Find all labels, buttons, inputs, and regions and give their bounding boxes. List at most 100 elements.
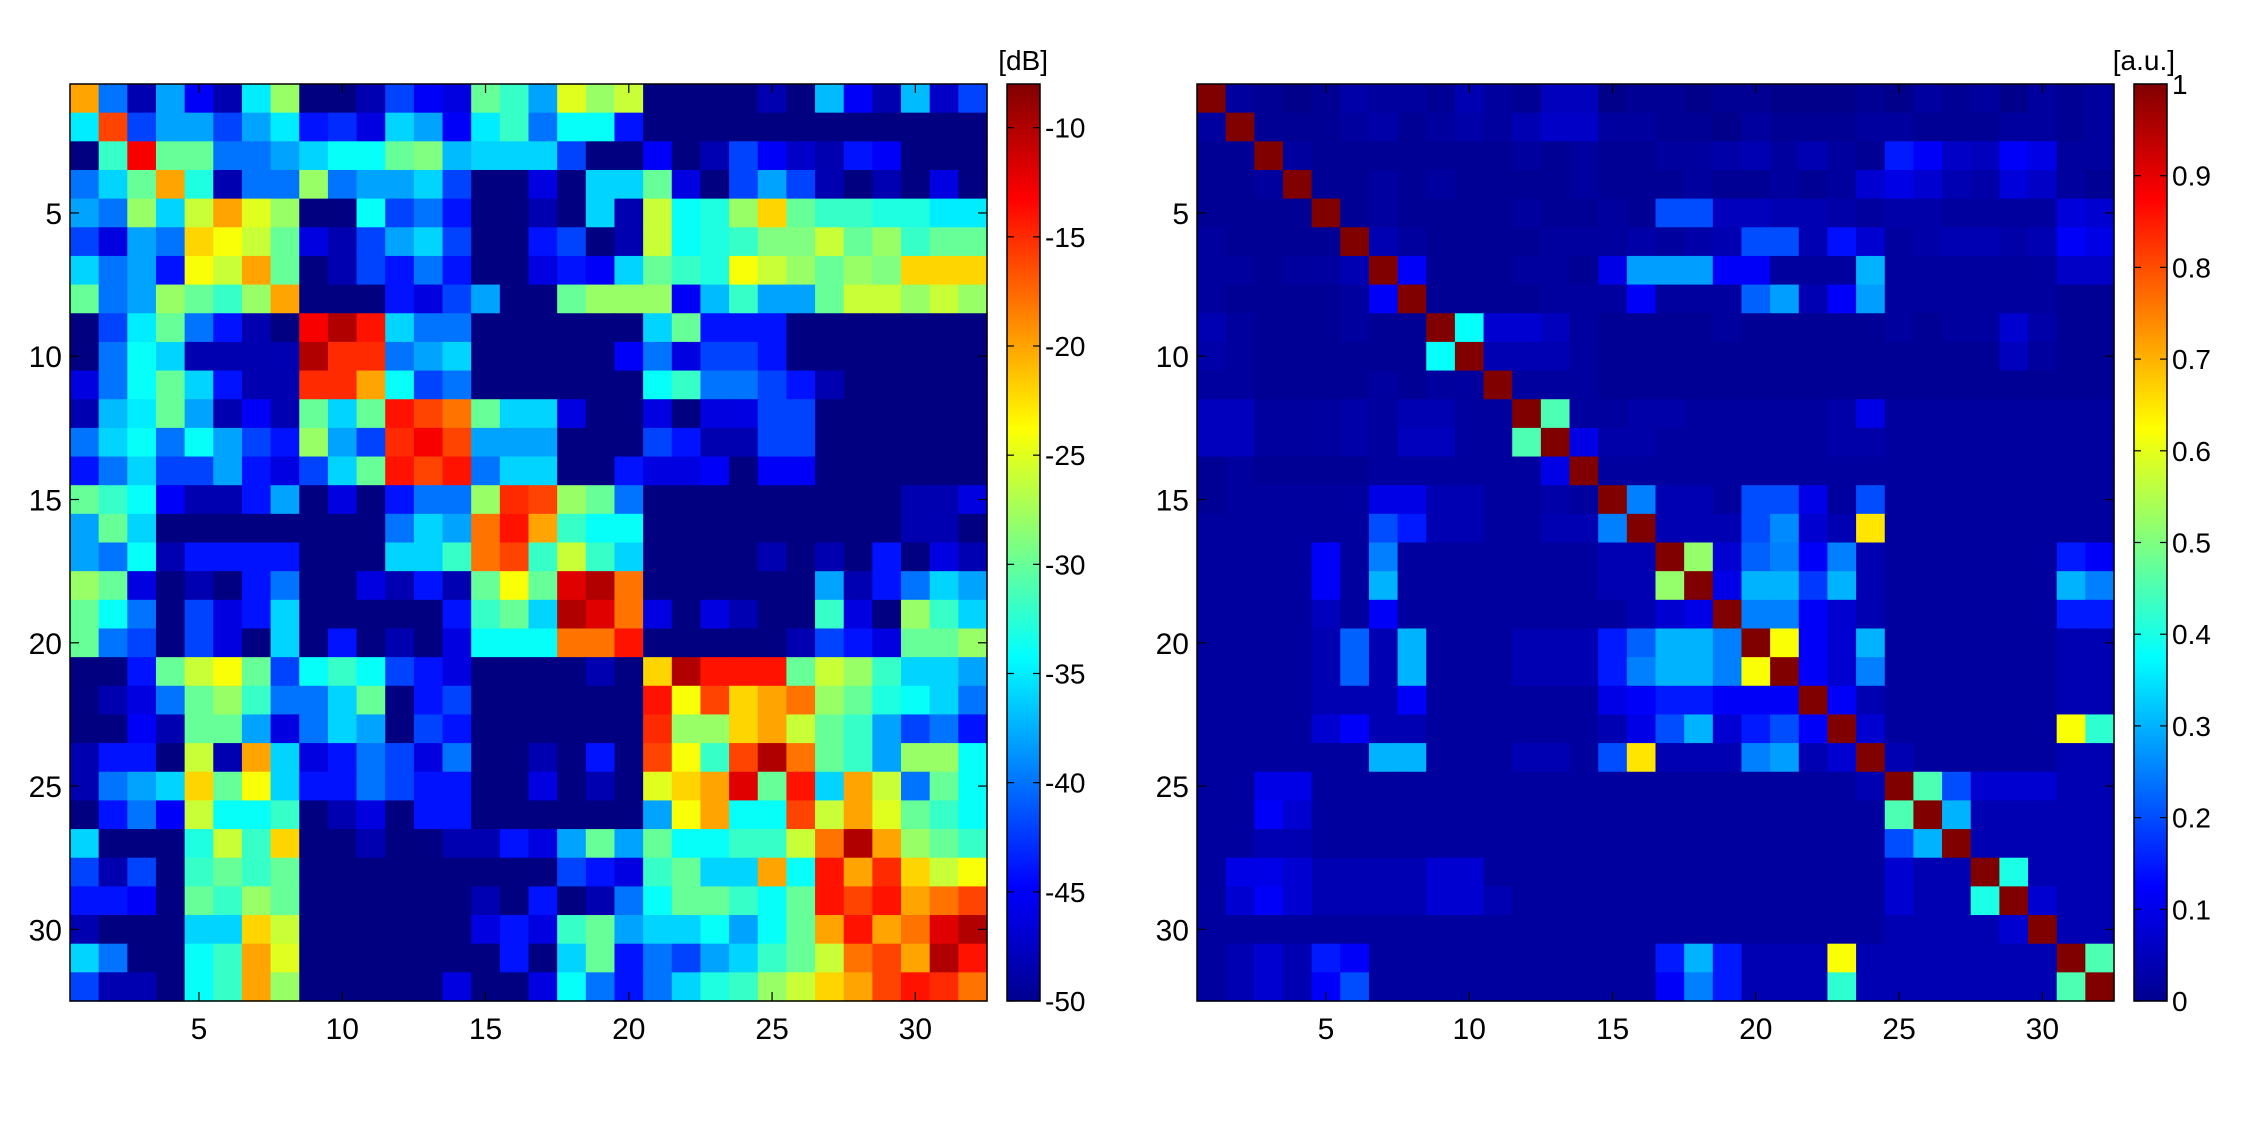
left-heatmap-cell — [356, 599, 386, 630]
left-heatmap-cell — [929, 399, 959, 429]
left-heatmap-cell — [184, 513, 214, 544]
right-heatmap-cell — [1282, 685, 1313, 716]
right-heatmap-cell — [1426, 456, 1456, 486]
left-heatmap-cell — [700, 84, 730, 114]
left-heatmap-cell — [499, 571, 530, 601]
left-heatmap-cell — [528, 542, 558, 572]
left-heatmap-cell — [184, 714, 214, 744]
right-heatmap-cell — [1655, 456, 1685, 486]
left-heatmap-cell — [843, 313, 873, 343]
right-heatmap-cell — [1856, 112, 1886, 142]
right-heatmap-cell — [1282, 800, 1313, 830]
left-heatmap-cell — [184, 485, 214, 515]
right-heatmap-cell — [1798, 485, 1829, 515]
left-heatmap-cell — [299, 141, 329, 171]
right-heatmap-cell — [1483, 112, 1513, 142]
left-heatmap-cell — [155, 714, 186, 744]
left-colorbar-tick-label: -30 — [1045, 549, 1085, 580]
right-colorbar-tick-label: 0.7 — [2172, 344, 2211, 375]
left-heatmap-cell — [385, 399, 415, 429]
left-heatmap-cell — [872, 84, 902, 114]
left-heatmap-cell — [471, 284, 501, 314]
right-heatmap-cell — [1712, 313, 1743, 343]
left-heatmap-cell — [643, 399, 673, 429]
left-heatmap-cell — [929, 771, 959, 802]
left-heatmap-cell — [901, 112, 931, 142]
left-heatmap-cell — [385, 771, 415, 802]
right-heatmap-cell — [1340, 571, 1370, 601]
left-heatmap-cell — [614, 227, 644, 257]
right-heatmap-cell — [1655, 227, 1685, 257]
left-heatmap-cell — [499, 284, 530, 314]
left-heatmap-cell — [671, 427, 702, 458]
right-heatmap-cell — [1397, 427, 1427, 458]
right-heatmap-cell — [1655, 714, 1685, 744]
right-heatmap-cell — [1454, 370, 1485, 400]
right-heatmap-cell — [1770, 857, 1800, 887]
right-heatmap-cell — [1598, 714, 1628, 744]
right-heatmap-cell — [1913, 657, 1943, 687]
right-heatmap-cell — [1454, 800, 1485, 830]
left-x-tick-label: 15 — [469, 1013, 502, 1046]
right-heatmap-cell — [1311, 714, 1341, 744]
right-heatmap-cell — [1512, 169, 1542, 200]
left-x-tick-label: 10 — [326, 1013, 359, 1046]
right-heatmap-cell — [1225, 112, 1255, 142]
right-heatmap-cell — [1569, 284, 1599, 314]
right-heatmap-cell — [1913, 599, 1943, 630]
left-heatmap-cell — [70, 399, 100, 429]
left-heatmap-cell — [127, 513, 157, 544]
left-heatmap-cell — [815, 169, 845, 200]
right-heatmap-cell — [1626, 112, 1657, 142]
left-heatmap-cell — [528, 456, 558, 486]
left-heatmap-cell — [757, 399, 788, 429]
right-heatmap-cell — [1282, 198, 1313, 228]
left-heatmap-cell — [815, 657, 845, 687]
right-heatmap-cell — [1626, 399, 1657, 429]
right-heatmap-cell — [1397, 284, 1427, 314]
left-heatmap-cell — [499, 743, 530, 773]
right-heatmap-cell — [1999, 485, 2029, 515]
left-heatmap-cell — [786, 485, 816, 515]
right-heatmap-cell — [1282, 84, 1313, 114]
right-heatmap-cell — [1569, 628, 1599, 658]
right-heatmap-cell — [2056, 714, 2086, 744]
left-heatmap-cell — [499, 943, 530, 973]
right-heatmap-cell — [1254, 886, 1284, 916]
left-heatmap-cell — [70, 685, 100, 716]
right-heatmap-cell — [1426, 599, 1456, 630]
right-heatmap-cell — [1712, 943, 1743, 973]
left-heatmap-cell — [299, 599, 329, 630]
right-heatmap-cell — [1483, 198, 1513, 228]
right-heatmap-cell — [1999, 427, 2029, 458]
left-heatmap-cell — [872, 915, 902, 945]
right-heatmap-cell — [1684, 169, 1714, 200]
left-heatmap-cell — [901, 427, 931, 458]
right-heatmap-cell — [1282, 915, 1313, 945]
right-heatmap-cell — [1999, 800, 2029, 830]
left-heatmap-cell — [815, 829, 845, 859]
right-heatmap-cell — [1970, 829, 2000, 859]
right-heatmap-cell — [1426, 112, 1456, 142]
right-heatmap-cell — [1282, 513, 1313, 544]
left-heatmap-cell — [643, 599, 673, 630]
right-heatmap-cell — [1684, 370, 1714, 400]
left-heatmap-cell — [643, 943, 673, 973]
left-heatmap-cell — [557, 427, 587, 458]
right-heatmap-cell — [2085, 313, 2115, 343]
left-heatmap-cell — [643, 771, 673, 802]
left-heatmap-cell — [557, 341, 587, 372]
right-colorbar-tick-label: 0.4 — [2172, 619, 2211, 650]
left-heatmap-cell — [499, 112, 530, 142]
right-heatmap-cell — [1856, 571, 1886, 601]
right-heatmap-cell — [1913, 513, 1943, 544]
right-heatmap-cell — [1856, 972, 1886, 1002]
left-heatmap-cell — [184, 370, 214, 400]
right-heatmap-cell — [1856, 284, 1886, 314]
left-heatmap-cell — [557, 685, 587, 716]
left-heatmap-cell — [70, 599, 100, 630]
right-heatmap-cell — [1684, 714, 1714, 744]
right-heatmap-cell — [1512, 943, 1542, 973]
left-heatmap-cell — [614, 599, 644, 630]
left-heatmap-cell — [70, 829, 100, 859]
